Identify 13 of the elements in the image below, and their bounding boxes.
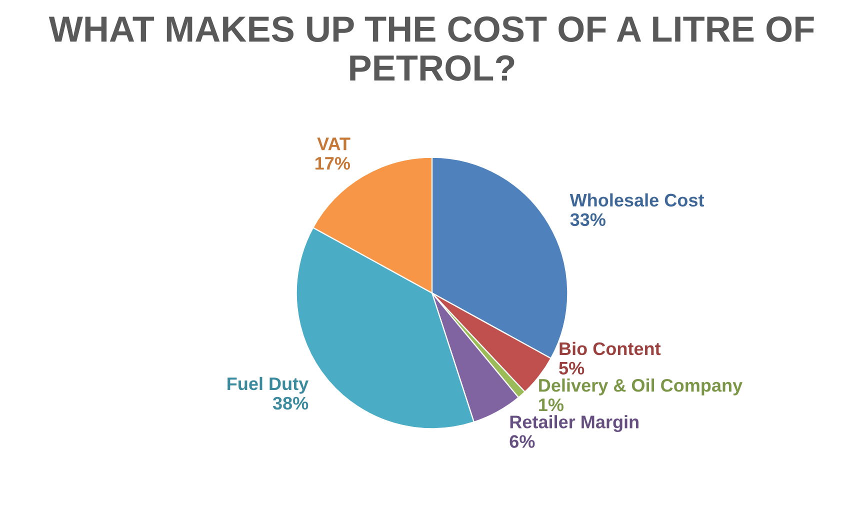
data-label: 1% — [539, 398, 564, 412]
slice-label: VAT — [317, 138, 350, 150]
slice-label: Wholesale Cost — [570, 193, 704, 207]
data-label: 6% — [510, 435, 535, 448]
chart-title: WHAT MAKES UP THE COST OF A LITRE OF PETROL? — [48, 16, 814, 81]
data-label: 33% — [570, 213, 606, 226]
slice-label: Retailer Margin — [510, 415, 638, 432]
data-label: 17% — [315, 156, 350, 170]
slice-label: Fuel Duty — [228, 376, 309, 394]
slice-label: Bio Content — [560, 342, 661, 356]
data-label: 5% — [559, 362, 584, 375]
data-label: 38% — [272, 396, 308, 410]
slice-label: Delivery & Oil Company — [539, 378, 742, 396]
